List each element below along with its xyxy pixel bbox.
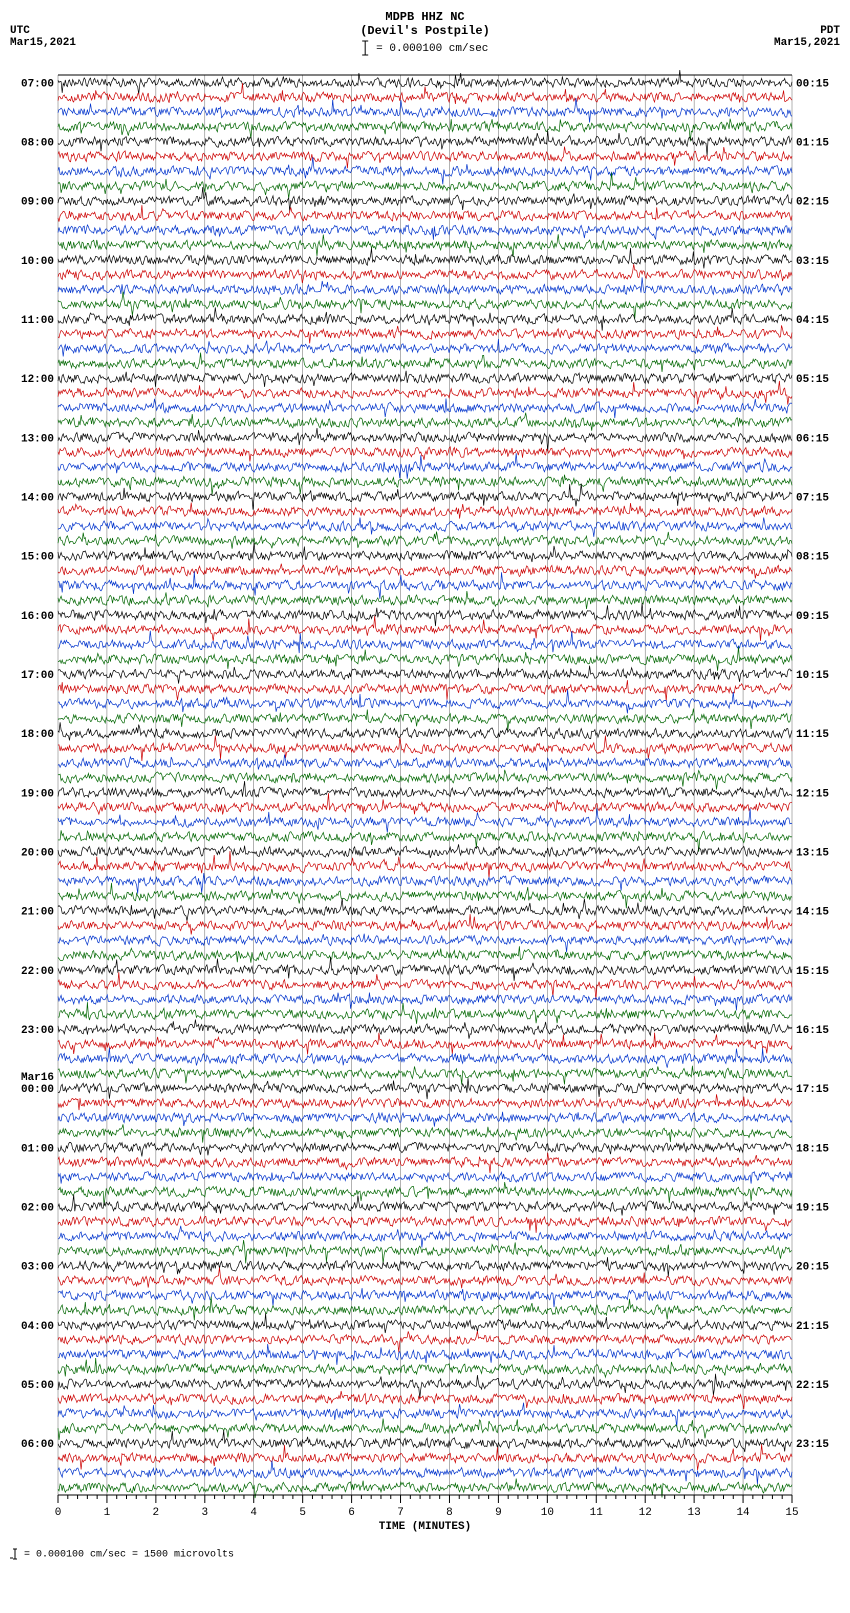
svg-text:7: 7 (397, 1507, 404, 1519)
header-center: MDPB HHZ NC (Devil's Postpile) = 0.00010… (360, 10, 490, 56)
svg-text:14: 14 (736, 1507, 750, 1519)
header-right: PDT Mar15,2021 (774, 25, 840, 49)
svg-text:12:00: 12:00 (21, 374, 54, 386)
svg-text:10: 10 (541, 1507, 554, 1519)
svg-text:15: 15 (785, 1507, 798, 1519)
svg-text:16:00: 16:00 (21, 611, 54, 623)
svg-text:6: 6 (348, 1507, 355, 1519)
svg-text:21:00: 21:00 (21, 907, 54, 919)
scale-text: = 0.000100 cm/sec (370, 43, 489, 55)
svg-text:22:15: 22:15 (796, 1380, 829, 1392)
header: UTC Mar15,2021 MDPB HHZ NC (Devil's Post… (10, 10, 840, 70)
svg-text:01:00: 01:00 (21, 1143, 54, 1155)
svg-text:06:15: 06:15 (796, 433, 829, 445)
svg-text:10:15: 10:15 (796, 670, 829, 682)
svg-text:13:15: 13:15 (796, 848, 829, 860)
footer-scale-icon (10, 1548, 18, 1560)
svg-text:5: 5 (299, 1507, 306, 1519)
svg-text:11:15: 11:15 (796, 729, 829, 741)
svg-text:09:00: 09:00 (21, 197, 54, 209)
svg-text:0: 0 (55, 1507, 62, 1519)
svg-text:Mar16: Mar16 (21, 1072, 54, 1084)
svg-text:9: 9 (495, 1507, 502, 1519)
svg-text:11:00: 11:00 (21, 315, 54, 327)
svg-text:06:00: 06:00 (21, 1439, 54, 1451)
svg-text:23:00: 23:00 (21, 1025, 54, 1037)
svg-text:18:00: 18:00 (21, 729, 54, 741)
svg-text:17:00: 17:00 (21, 670, 54, 682)
svg-text:08:15: 08:15 (796, 552, 829, 564)
svg-text:04:15: 04:15 (796, 315, 829, 327)
svg-text:23:15: 23:15 (796, 1439, 829, 1451)
svg-text:04:00: 04:00 (21, 1321, 54, 1333)
location-label: (Devil's Postpile) (360, 24, 490, 38)
svg-text:14:00: 14:00 (21, 493, 54, 505)
scale-line: = 0.000100 cm/sec (360, 40, 490, 56)
svg-text:07:00: 07:00 (21, 78, 54, 90)
right-tz-label: PDT (774, 25, 840, 37)
footer-text: = 0.000100 cm/sec = 1500 microvolts (18, 1550, 234, 1561)
svg-text:15:00: 15:00 (21, 552, 54, 564)
svg-text:22:00: 22:00 (21, 966, 54, 978)
svg-text:10:00: 10:00 (21, 256, 54, 268)
svg-text:01:15: 01:15 (796, 138, 829, 150)
svg-text:16:15: 16:15 (796, 1025, 829, 1037)
svg-text:15:15: 15:15 (796, 966, 829, 978)
svg-text:19:15: 19:15 (796, 1203, 829, 1215)
svg-text:13: 13 (688, 1507, 701, 1519)
svg-text:07:15: 07:15 (796, 493, 829, 505)
svg-text:TIME (MINUTES): TIME (MINUTES) (379, 1521, 471, 1533)
seismogram-container: UTC Mar15,2021 MDPB HHZ NC (Devil's Post… (10, 10, 840, 1561)
svg-text:13:00: 13:00 (21, 433, 54, 445)
station-label: MDPB HHZ NC (360, 10, 490, 24)
svg-text:09:15: 09:15 (796, 611, 829, 623)
svg-text:03:00: 03:00 (21, 1262, 54, 1274)
svg-text:20:00: 20:00 (21, 848, 54, 860)
svg-text:00:00: 00:00 (21, 1084, 54, 1096)
svg-text:02:00: 02:00 (21, 1203, 54, 1215)
plot-area: 07:00 00:15 08:00 01:15 09:00 02:15 10:00 03:15… (10, 70, 840, 1540)
svg-text:3: 3 (201, 1507, 208, 1519)
svg-text:11: 11 (590, 1507, 604, 1519)
svg-text:05:15: 05:15 (796, 374, 829, 386)
svg-text:08:00: 08:00 (21, 138, 54, 150)
svg-text:02:15: 02:15 (796, 197, 829, 209)
svg-text:2: 2 (153, 1507, 160, 1519)
svg-text:03:15: 03:15 (796, 256, 829, 268)
header-left: UTC Mar15,2021 (10, 25, 76, 49)
left-tz-label: UTC (10, 25, 76, 37)
footer: = 0.000100 cm/sec = 1500 microvolts (10, 1548, 840, 1561)
svg-text:14:15: 14:15 (796, 907, 829, 919)
seismogram-plot: 07:00 00:15 08:00 01:15 09:00 02:15 10:00 03:15… (10, 70, 840, 1540)
svg-text:12:15: 12:15 (796, 788, 829, 800)
svg-text:00:15: 00:15 (796, 78, 829, 90)
right-date-label: Mar15,2021 (774, 37, 840, 49)
svg-text:17:15: 17:15 (796, 1084, 829, 1096)
svg-text:8: 8 (446, 1507, 453, 1519)
svg-text:1: 1 (104, 1507, 111, 1519)
svg-text:05:00: 05:00 (21, 1380, 54, 1392)
svg-text:18:15: 18:15 (796, 1143, 829, 1155)
svg-text:12: 12 (639, 1507, 652, 1519)
svg-text:20:15: 20:15 (796, 1262, 829, 1274)
svg-text:19:00: 19:00 (21, 788, 54, 800)
svg-text:21:15: 21:15 (796, 1321, 829, 1333)
svg-text:4: 4 (250, 1507, 257, 1519)
left-date-label: Mar15,2021 (10, 37, 76, 49)
